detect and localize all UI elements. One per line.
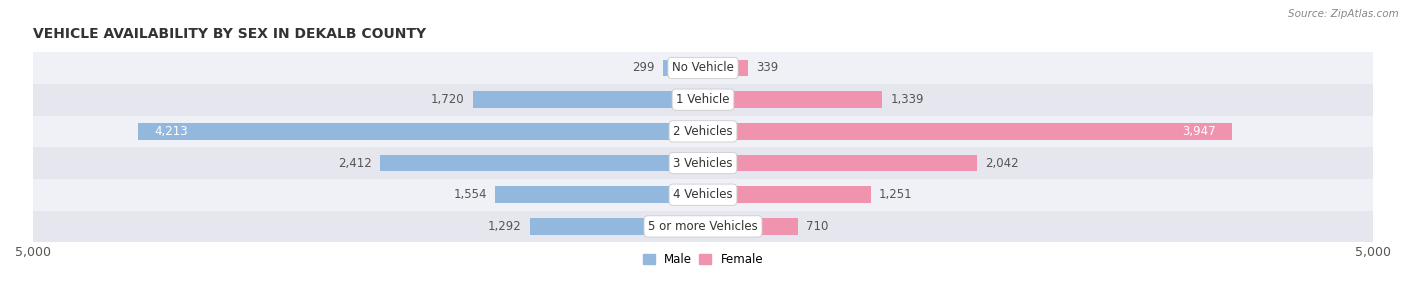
Text: 1,554: 1,554 xyxy=(453,188,486,201)
Text: Source: ZipAtlas.com: Source: ZipAtlas.com xyxy=(1288,9,1399,19)
Bar xyxy=(32,115,1374,147)
Text: 5 or more Vehicles: 5 or more Vehicles xyxy=(648,220,758,233)
Text: 2,042: 2,042 xyxy=(984,157,1018,170)
Text: 1 Vehicle: 1 Vehicle xyxy=(676,93,730,106)
Text: VEHICLE AVAILABILITY BY SEX IN DEKALB COUNTY: VEHICLE AVAILABILITY BY SEX IN DEKALB CO… xyxy=(32,27,426,41)
Bar xyxy=(703,123,1232,140)
Text: 1,720: 1,720 xyxy=(430,93,464,106)
Bar xyxy=(664,60,703,76)
Bar xyxy=(32,179,1374,211)
Bar xyxy=(32,52,1374,84)
Bar xyxy=(703,218,799,235)
Legend: Male, Female: Male, Female xyxy=(638,248,768,271)
Text: 3,947: 3,947 xyxy=(1182,125,1216,138)
Text: 2 Vehicles: 2 Vehicles xyxy=(673,125,733,138)
Text: No Vehicle: No Vehicle xyxy=(672,62,734,74)
Text: 1,339: 1,339 xyxy=(890,93,924,106)
Bar xyxy=(32,84,1374,115)
Bar xyxy=(703,60,748,76)
Bar xyxy=(380,155,703,171)
Bar xyxy=(495,186,703,203)
Bar xyxy=(32,211,1374,242)
Bar xyxy=(472,91,703,108)
Bar xyxy=(703,155,977,171)
Text: 1,251: 1,251 xyxy=(879,188,912,201)
Text: 1,292: 1,292 xyxy=(488,220,522,233)
Bar xyxy=(703,91,883,108)
Bar xyxy=(703,186,870,203)
Text: 4,213: 4,213 xyxy=(155,125,188,138)
Text: 710: 710 xyxy=(806,220,828,233)
Text: 339: 339 xyxy=(756,62,779,74)
Text: 2,412: 2,412 xyxy=(337,157,371,170)
Text: 4 Vehicles: 4 Vehicles xyxy=(673,188,733,201)
Text: 3 Vehicles: 3 Vehicles xyxy=(673,157,733,170)
Bar xyxy=(138,123,703,140)
Text: 299: 299 xyxy=(633,62,655,74)
Bar xyxy=(530,218,703,235)
Bar xyxy=(32,147,1374,179)
